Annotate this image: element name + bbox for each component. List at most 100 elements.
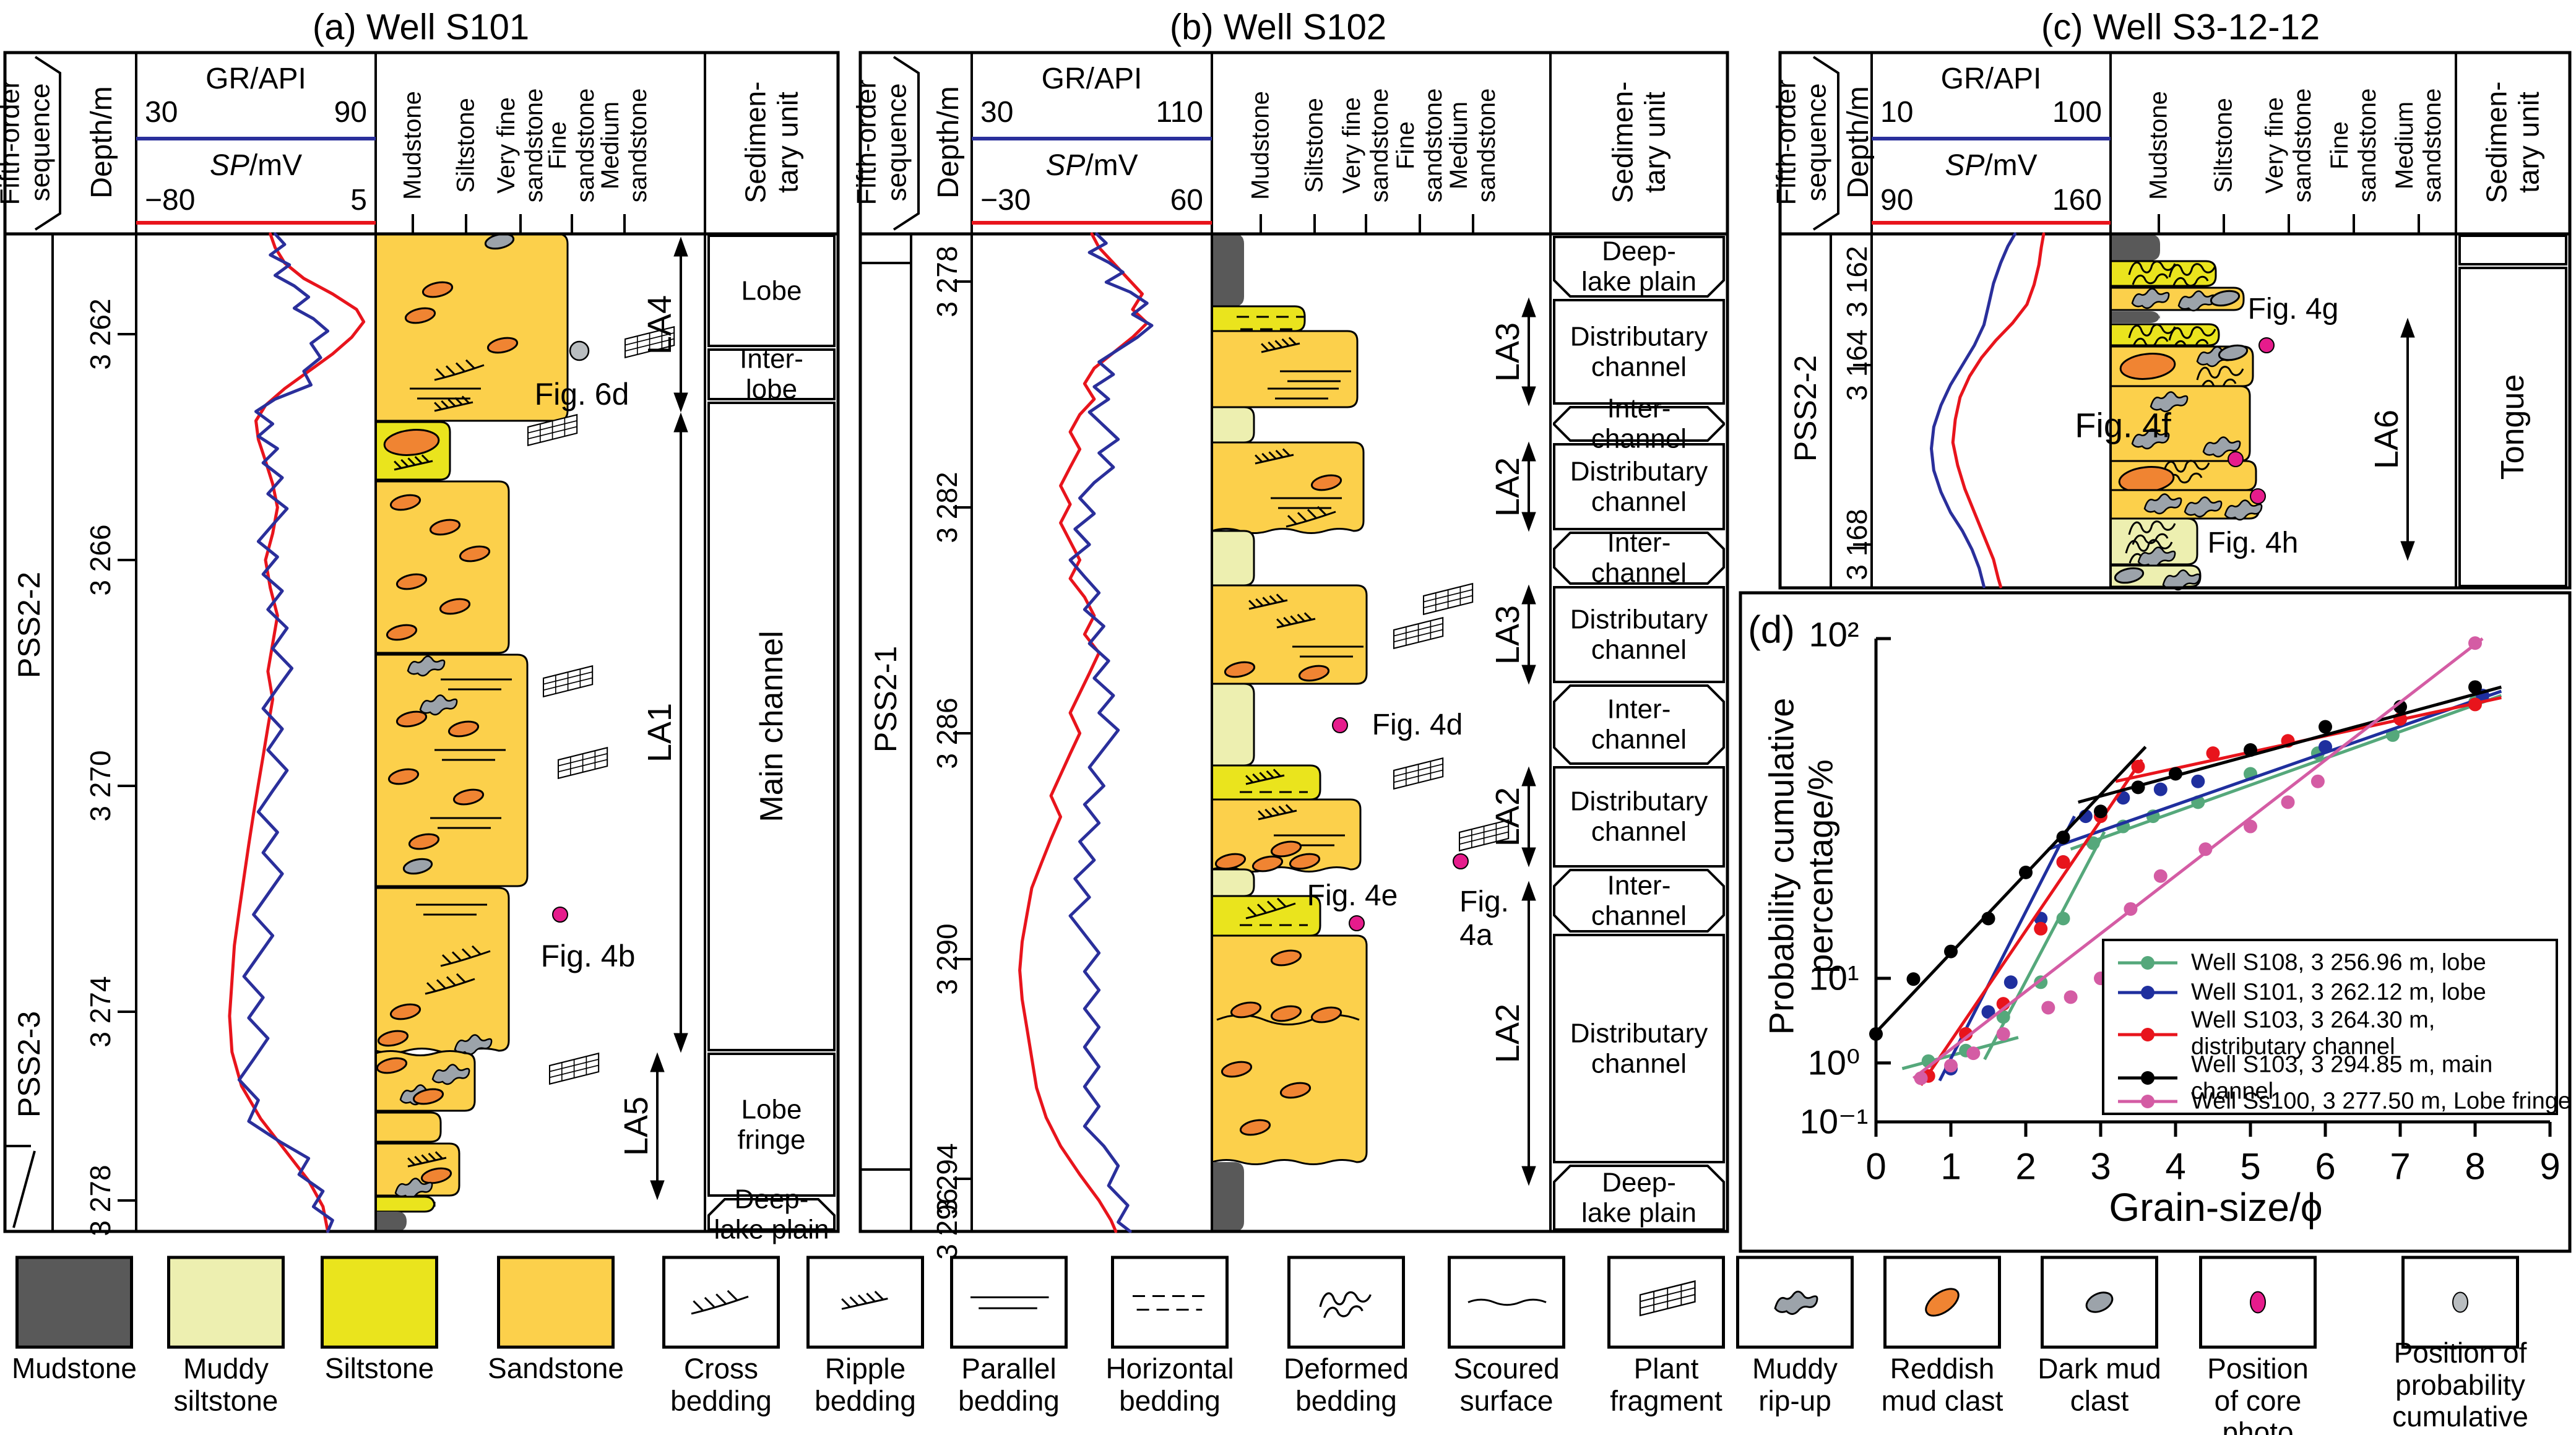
- grain-size-label: Fine sandstone: [1392, 88, 1447, 203]
- unit-label: Lobe: [741, 275, 802, 306]
- gr-max: 110: [1156, 96, 1203, 129]
- chart-x-tick-label: 7: [2390, 1145, 2411, 1187]
- la-arrow-head: [650, 1180, 665, 1200]
- la-arrow-head: [1521, 847, 1536, 868]
- chart-data-point: [2244, 819, 2257, 834]
- chart-data-point: [2281, 795, 2295, 809]
- gr-header: GR/API: [1041, 62, 1143, 96]
- chart-trend-line: [1912, 637, 2484, 1080]
- ripple-bedding-icon: [1278, 805, 1287, 814]
- chart-data-point: [1944, 1059, 1958, 1073]
- unit-label: Distributary channel: [1570, 321, 1708, 382]
- legend-swatch: [1287, 1256, 1405, 1349]
- grain-size-label: Very fine sandstone: [2261, 88, 2316, 203]
- depth-label: 3 164: [1841, 329, 1874, 401]
- sp-curve: [1018, 232, 1149, 1233]
- reddish-mud-clast-icon: [429, 519, 461, 536]
- chart-data-point: [2468, 636, 2482, 650]
- chart-legend-dot: [2141, 1028, 2155, 1041]
- figure-annotation: Fig. 4d: [1372, 709, 1463, 742]
- ripple-bedding-icon: [441, 400, 449, 409]
- chart-y-tick-label: 10⁻¹: [1799, 1101, 1869, 1141]
- chart-legend-label: Well S103, 3 264.30 m, distributary chan…: [2191, 1007, 2436, 1059]
- cross-bedding-icon: [704, 1296, 715, 1308]
- chart-data-point: [2124, 902, 2138, 916]
- chart-data-point: [2244, 743, 2257, 757]
- cross-bedding-icon: [434, 364, 485, 381]
- ripple-bedding-icon: [414, 1155, 423, 1165]
- sp-min: −30: [980, 184, 1031, 217]
- cross-bedding-icon: [435, 368, 446, 378]
- ripple-bedding-icon: [1303, 612, 1312, 621]
- figure-annotation: Fig. 4f: [2075, 405, 2171, 445]
- sequence-bracket: [1812, 56, 1839, 231]
- unit-box: [1553, 443, 1725, 530]
- chart-data-point: [2153, 869, 2168, 883]
- la-arrow-head: [1521, 665, 1536, 685]
- reddish-mud-clast-icon: [408, 833, 440, 850]
- legend-label: Scoured surface: [1453, 1352, 1560, 1416]
- chart-panel-frame: [1739, 591, 2572, 1253]
- reddish-mud-clast-icon: [1239, 1119, 1271, 1136]
- la-arrow-head: [2400, 317, 2415, 338]
- sp-curve: [1951, 232, 2046, 588]
- reddish-mud-clast-icon: [1224, 661, 1256, 678]
- depth-label: 3 162: [1841, 246, 1874, 317]
- panel-c-title: (c) Well S3-12-12: [2041, 7, 2320, 48]
- deformed-bedding-icon: [2128, 324, 2176, 338]
- chart-y-tick-label: 10⁰: [1807, 1043, 1861, 1082]
- sequence-bracket: [893, 56, 920, 231]
- chart-data-point: [2169, 767, 2182, 781]
- depth-label: 3 168: [1841, 509, 1874, 580]
- chart-legend-box: [2102, 939, 2558, 1115]
- gr-header: GR/API: [1940, 62, 2042, 96]
- unit-box: [707, 402, 836, 1051]
- legend-swatch: [1111, 1256, 1229, 1349]
- lith-body-silt: [2109, 323, 2220, 347]
- dark-mud-clast-icon: [2210, 290, 2241, 307]
- grain-size-label: Mudstone: [1247, 91, 1274, 200]
- depth-column-header: Depth/m: [932, 86, 966, 199]
- lith-body-mud: [1212, 1162, 1244, 1231]
- unit-box: [1553, 766, 1725, 868]
- chart-x-tick-label: 9: [2539, 1145, 2561, 1187]
- reddish-mud-clast-icon: [412, 1088, 444, 1105]
- sequence-label: PSS2-3: [11, 1011, 46, 1118]
- la-label: LA2: [1489, 786, 1526, 847]
- panel-b-title: (b) Well S102: [1169, 7, 1387, 48]
- legend-label: Sandstone: [488, 1352, 624, 1385]
- legend-label: Plant fragment: [1610, 1352, 1722, 1416]
- chart-x-tick-label: 2: [2015, 1145, 2036, 1187]
- chart-data-point: [2191, 774, 2205, 788]
- reddish-mud-clast-icon: [439, 598, 471, 615]
- ripple-bedding-icon: [1266, 770, 1274, 778]
- dark-mud-clast-icon: [2085, 1291, 2114, 1313]
- reddish-mud-clast-icon: [1310, 1006, 1342, 1023]
- unit-box: [1553, 869, 1725, 933]
- unit-label: Distributary channel: [1570, 456, 1708, 517]
- unit-box: [1553, 406, 1725, 442]
- gr-min: 10: [1880, 96, 1914, 129]
- ripple-bedding-icon: [857, 1294, 868, 1304]
- grain-size-label: Very fine sandstone: [1338, 88, 1393, 203]
- sequence-label: PSS2-2: [11, 571, 46, 679]
- deformed-bedding-icon: [2128, 520, 2176, 535]
- ripple-bedding-icon: [1276, 618, 1285, 627]
- chart-x-tick-label: 1: [1940, 1145, 1961, 1187]
- la-arrow-head: [1521, 1166, 1536, 1186]
- gr-max: 100: [2052, 96, 2102, 129]
- chart-data-point: [2153, 782, 2168, 796]
- chart-data-point: [2310, 774, 2325, 788]
- figure-annotation: Fig. 4g: [2247, 293, 2339, 326]
- ripple-bedding-icon: [1282, 448, 1290, 457]
- unit-box: [707, 235, 836, 347]
- ripple-bedding-icon: [1264, 808, 1273, 817]
- la-arrow-head: [673, 1033, 688, 1053]
- ripple-bedding-icon: [1281, 338, 1290, 347]
- chart-trend-line: [2078, 685, 2502, 804]
- la-arrow-head: [673, 412, 688, 433]
- ripple-bedding-icon: [407, 1157, 416, 1166]
- deformed-bedding-icon: [2196, 366, 2244, 381]
